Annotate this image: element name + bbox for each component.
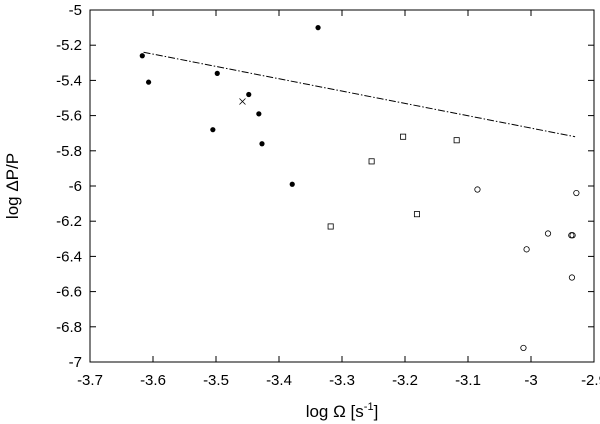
open-circle-point <box>568 232 575 239</box>
x-axis-label-main: log Ω [s <box>306 402 364 421</box>
open-circle-point <box>520 344 527 352</box>
y-tick-label: -5.2 <box>56 37 82 54</box>
open-circle-point <box>569 232 576 239</box>
open-circle-point <box>544 230 552 237</box>
x-tick-label: -3.6 <box>140 372 166 389</box>
open-square-point <box>400 133 407 140</box>
y-tick-label: -6.4 <box>56 248 82 265</box>
x-axis-label: log Ω [s-1] <box>306 401 379 421</box>
y-axis-ticks: -5 -5.2 -5.4 -5.6 -5.8 -6 -6.2 -6.4 -6.6 -6.8 -7 <box>56 2 594 371</box>
x-tick-label: -3.1 <box>455 372 481 389</box>
x-axis-label-superscript: -1 <box>364 401 374 413</box>
open-circle-point <box>568 274 576 281</box>
y-axis-label: log ΔP/P <box>3 153 22 219</box>
x-tick-label: -3.2 <box>392 372 418 389</box>
x-tick-label: -3 <box>524 372 537 389</box>
filled-circle-point <box>289 181 295 187</box>
open-circle-point <box>474 186 481 193</box>
y-tick-label: -6.8 <box>56 319 82 336</box>
y-tick-label: -5.8 <box>56 143 82 160</box>
x-tick-label: -3.5 <box>203 372 229 389</box>
x-axis-label-close: ] <box>374 402 379 421</box>
open-square-point <box>413 211 420 218</box>
open-square-point <box>368 158 375 165</box>
y-tick-label: -5 <box>69 2 82 19</box>
filled-circle-point <box>214 70 220 76</box>
x-axis-ticks: -3.7 -3.6 -3.5 -3.4 -3.3 -3.2 -3.1 -3 -2.9 <box>77 10 600 389</box>
filled-circle-point <box>259 141 265 147</box>
open-square-point <box>327 223 334 230</box>
y-tick-label: -5.6 <box>56 108 82 125</box>
x-tick-label: -2.9 <box>581 372 600 389</box>
filled-circle-point <box>210 127 216 133</box>
filled-circle-point <box>145 79 152 85</box>
fit-line <box>143 51 576 138</box>
open-square-point <box>453 137 460 144</box>
filled-circle-point <box>315 25 321 31</box>
filled-circle-point <box>139 53 145 59</box>
data-markers <box>139 25 580 352</box>
x-tick-label: -3.4 <box>266 372 292 389</box>
filled-circle-point <box>256 111 262 117</box>
plot-frame <box>89 9 595 363</box>
x-tick-label: -3.7 <box>77 372 103 389</box>
x-tick-label: -3.3 <box>329 372 355 389</box>
open-circle-point <box>573 189 580 197</box>
y-tick-label: -6 <box>69 178 82 195</box>
y-tick-label: -7 <box>69 354 82 371</box>
y-tick-label: -6.6 <box>56 284 82 301</box>
y-tick-label: -6.2 <box>56 213 82 230</box>
open-circle-point <box>523 246 530 253</box>
filled-circle-point <box>246 91 252 98</box>
fit-line-group <box>143 51 576 138</box>
y-tick-label: -5.4 <box>56 72 82 89</box>
cross-point <box>239 98 246 105</box>
